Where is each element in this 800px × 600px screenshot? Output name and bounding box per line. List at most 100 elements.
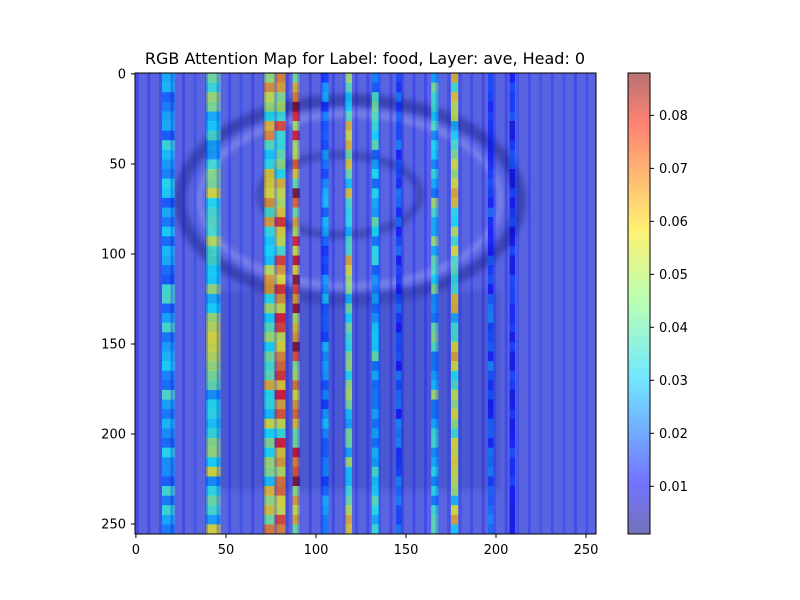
- heatmap-cell: [274, 476, 286, 487]
- heatmap-cell: [431, 236, 439, 247]
- heatmap-cell: [396, 438, 402, 448]
- heatmap-cell: [431, 293, 439, 304]
- heatmap-cell: [162, 82, 175, 93]
- y-tick-0: 0: [118, 68, 135, 83]
- heatmap-cell: [344, 457, 352, 468]
- heatmap-cell: [344, 476, 352, 487]
- svg-text:200: 200: [484, 543, 509, 558]
- heatmap-cell: [451, 207, 459, 218]
- heatmap-cell: [274, 245, 286, 256]
- heatmap-cell: [206, 361, 221, 371]
- heatmap-cell: [451, 73, 459, 83]
- heatmap-cell: [263, 361, 275, 371]
- heatmap-cell: [263, 313, 275, 323]
- heatmap-cell: [371, 140, 379, 151]
- heatmap-cell: [371, 169, 379, 179]
- heatmap-cell: [451, 121, 459, 131]
- background-cell-column: [216, 73, 220, 534]
- chart-title: RGB Attention Map for Label: food, Layer…: [145, 49, 585, 68]
- heatmap-cell: [451, 466, 459, 477]
- heatmap-cell: [162, 226, 175, 237]
- heatmap-cell: [321, 265, 329, 275]
- heatmap-cell: [488, 409, 494, 419]
- heatmap-cell: [488, 197, 494, 208]
- heatmap-cell: [396, 476, 402, 487]
- heatmap-cell: [488, 149, 494, 160]
- heatmap-cell: [274, 428, 286, 439]
- heatmap-cell: [509, 486, 515, 496]
- heatmap-cell: [488, 226, 494, 237]
- heatmap-cell: [371, 293, 379, 304]
- y-axis: 0 50 100 150 200 250: [101, 68, 135, 533]
- heatmap-cell: [292, 82, 300, 93]
- heatmap-cell: [292, 476, 300, 487]
- heatmap-cell: [321, 169, 329, 179]
- heatmap-cell: [263, 121, 275, 131]
- heatmap-cell: [162, 505, 175, 516]
- heatmap-cell: [509, 505, 515, 516]
- heatmap-cell: [509, 255, 515, 266]
- colorbar-tick: 0.08: [650, 109, 688, 124]
- heatmap-cell: [371, 236, 379, 247]
- heatmap-cell: [274, 207, 286, 218]
- heatmap-cell: [206, 486, 221, 496]
- heatmap-cell: [488, 524, 494, 534]
- heatmap-cell: [451, 159, 459, 170]
- heatmap-cell: [431, 313, 439, 323]
- heatmap-cell: [451, 226, 459, 237]
- heatmap-cell: [431, 159, 439, 170]
- heatmap-cell: [321, 178, 329, 189]
- heatmap-cell: [321, 197, 329, 208]
- heatmap-cell: [488, 255, 494, 266]
- heatmap-cell: [292, 159, 300, 170]
- heatmap-cell: [274, 265, 286, 275]
- heatmap-cell: [488, 380, 494, 391]
- heatmap-cell: [206, 476, 221, 487]
- heatmap-cell: [371, 245, 379, 256]
- heatmap-cell: [344, 101, 352, 112]
- heatmap-cell: [396, 505, 402, 516]
- background-cell-column: [550, 73, 554, 534]
- heatmap-cell: [321, 389, 329, 400]
- heatmap-cell: [263, 178, 275, 189]
- heatmap-cell: [431, 351, 439, 362]
- heatmap-cell: [162, 197, 175, 208]
- heatmap-cell: [292, 389, 300, 400]
- heatmap-cell: [488, 399, 494, 410]
- heatmap-cell: [509, 341, 515, 352]
- heatmap-cell: [488, 265, 494, 275]
- heatmap-cell: [292, 380, 300, 391]
- colorbar-tick-label: 0.07: [659, 162, 688, 177]
- heatmap-cell: [509, 332, 515, 343]
- heatmap-cell: [509, 226, 515, 237]
- heatmap-cell: [206, 255, 221, 266]
- heatmap-cell: [371, 428, 379, 439]
- colorbar-tick-label: 0.04: [659, 321, 688, 336]
- heatmap-cell: [263, 265, 275, 275]
- heatmap-cell: [371, 438, 379, 448]
- heatmap-cell: [371, 457, 379, 468]
- heatmap-cell: [488, 284, 494, 295]
- heatmap-cell: [344, 399, 352, 410]
- background-cell-column: [239, 73, 243, 534]
- heatmap-cell: [206, 284, 221, 295]
- heatmap-cell: [396, 121, 402, 131]
- heatmap-cell: [263, 399, 275, 410]
- heatmap-cell: [274, 140, 286, 151]
- background-cell-column: [274, 73, 278, 534]
- heatmap-cell: [162, 140, 175, 151]
- heatmap-cell: [263, 457, 275, 468]
- heatmap-cell: [371, 284, 379, 295]
- heatmap-cell: [274, 236, 286, 247]
- heatmap-cell: [509, 389, 515, 400]
- heatmap-cell: [431, 322, 439, 333]
- heatmap-cell: [371, 389, 379, 400]
- heatmap-cell: [162, 399, 175, 410]
- heatmap-cell: [162, 313, 175, 323]
- heatmap-cell: [162, 159, 175, 170]
- heatmap-cell: [263, 140, 275, 151]
- heatmap-cell: [344, 351, 352, 362]
- heatmap-cell: [162, 351, 175, 362]
- heatmap-cell: [431, 265, 439, 275]
- heatmap-cell: [451, 389, 459, 400]
